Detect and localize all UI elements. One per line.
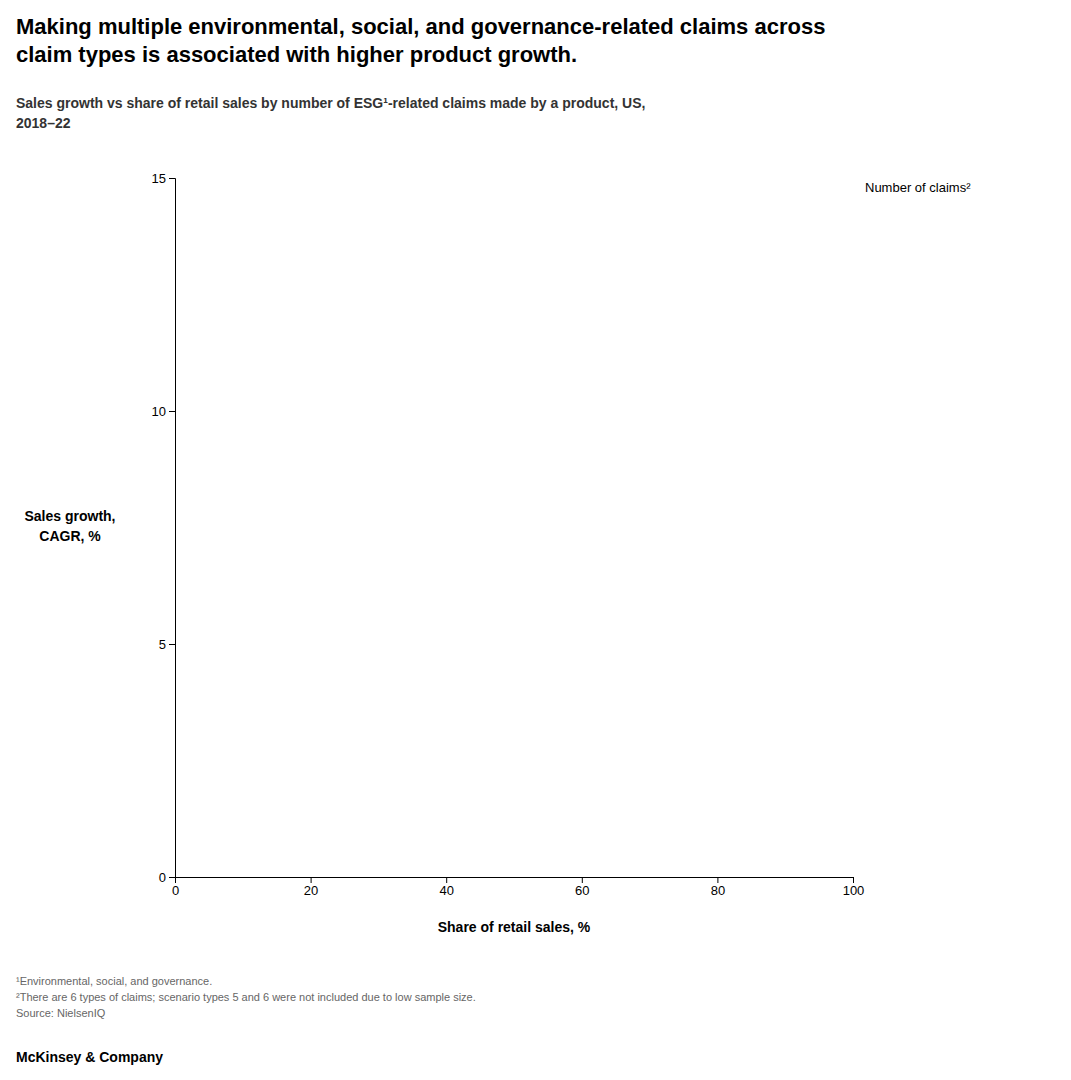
- subtitle: 2018–22: [16, 115, 71, 131]
- x-axis-line: [176, 878, 854, 884]
- y-tick: 5: [159, 637, 175, 652]
- y-tick-label: 10: [152, 404, 166, 419]
- x-tick: 20: [304, 877, 318, 898]
- y-tick: 0: [159, 870, 175, 885]
- chart-root: Making multiple environmental, social, a…: [0, 0, 1071, 1080]
- x-tick: 100: [843, 877, 865, 898]
- y-tick-label: 15: [152, 171, 166, 186]
- x-tick-label: 60: [575, 883, 589, 898]
- y-tick-mark: [169, 877, 175, 878]
- x-tick: 40: [439, 877, 453, 898]
- legend-title: Number of claims²: [865, 180, 971, 195]
- y-tick-mark: [169, 411, 175, 412]
- x-tick-mark: [853, 877, 854, 883]
- footnote: ¹Environmental, social, and governance.: [16, 975, 212, 987]
- y-axis-label: Sales growth,: [24, 508, 115, 524]
- y-tick: 10: [152, 404, 175, 419]
- x-tick-mark: [582, 877, 583, 883]
- x-tick-label: 100: [843, 883, 865, 898]
- x-tick: 60: [575, 877, 589, 898]
- y-tick: 15: [152, 171, 175, 186]
- x-tick-label: 0: [172, 883, 179, 898]
- x-tick: 0: [172, 877, 179, 898]
- x-axis-label: Share of retail sales, %: [438, 919, 591, 935]
- x-tick-mark: [311, 877, 312, 883]
- x-tick-mark: [446, 877, 447, 883]
- y-axis: 0 5 10 15: [152, 171, 176, 885]
- x-axis: 0 20 40 60 80 100: [172, 877, 864, 898]
- x-tick-label: 20: [304, 883, 318, 898]
- footnote: Source: NielsenIQ: [16, 1007, 106, 1019]
- plot-area: 0 20 40 60 80 100 0 5 10 15: [152, 171, 865, 899]
- brand: McKinsey & Company: [16, 1049, 163, 1065]
- x-tick-mark: [717, 877, 718, 883]
- title: claim types is associated with higher pr…: [16, 42, 577, 67]
- y-tick-label: 5: [159, 637, 166, 652]
- footnote: ²There are 6 types of claims; scenario t…: [16, 991, 476, 1003]
- title: Making multiple environmental, social, a…: [16, 14, 825, 39]
- x-tick: 80: [711, 877, 725, 898]
- y-tick-label: 0: [159, 870, 166, 885]
- y-axis-label: CAGR, %: [39, 528, 101, 544]
- subtitle: Sales growth vs share of retail sales by…: [16, 95, 645, 111]
- y-axis-line: [169, 179, 176, 878]
- y-tick-mark: [169, 178, 175, 179]
- x-tick-label: 40: [439, 883, 453, 898]
- y-tick-mark: [169, 644, 175, 645]
- x-tick-label: 80: [711, 883, 725, 898]
